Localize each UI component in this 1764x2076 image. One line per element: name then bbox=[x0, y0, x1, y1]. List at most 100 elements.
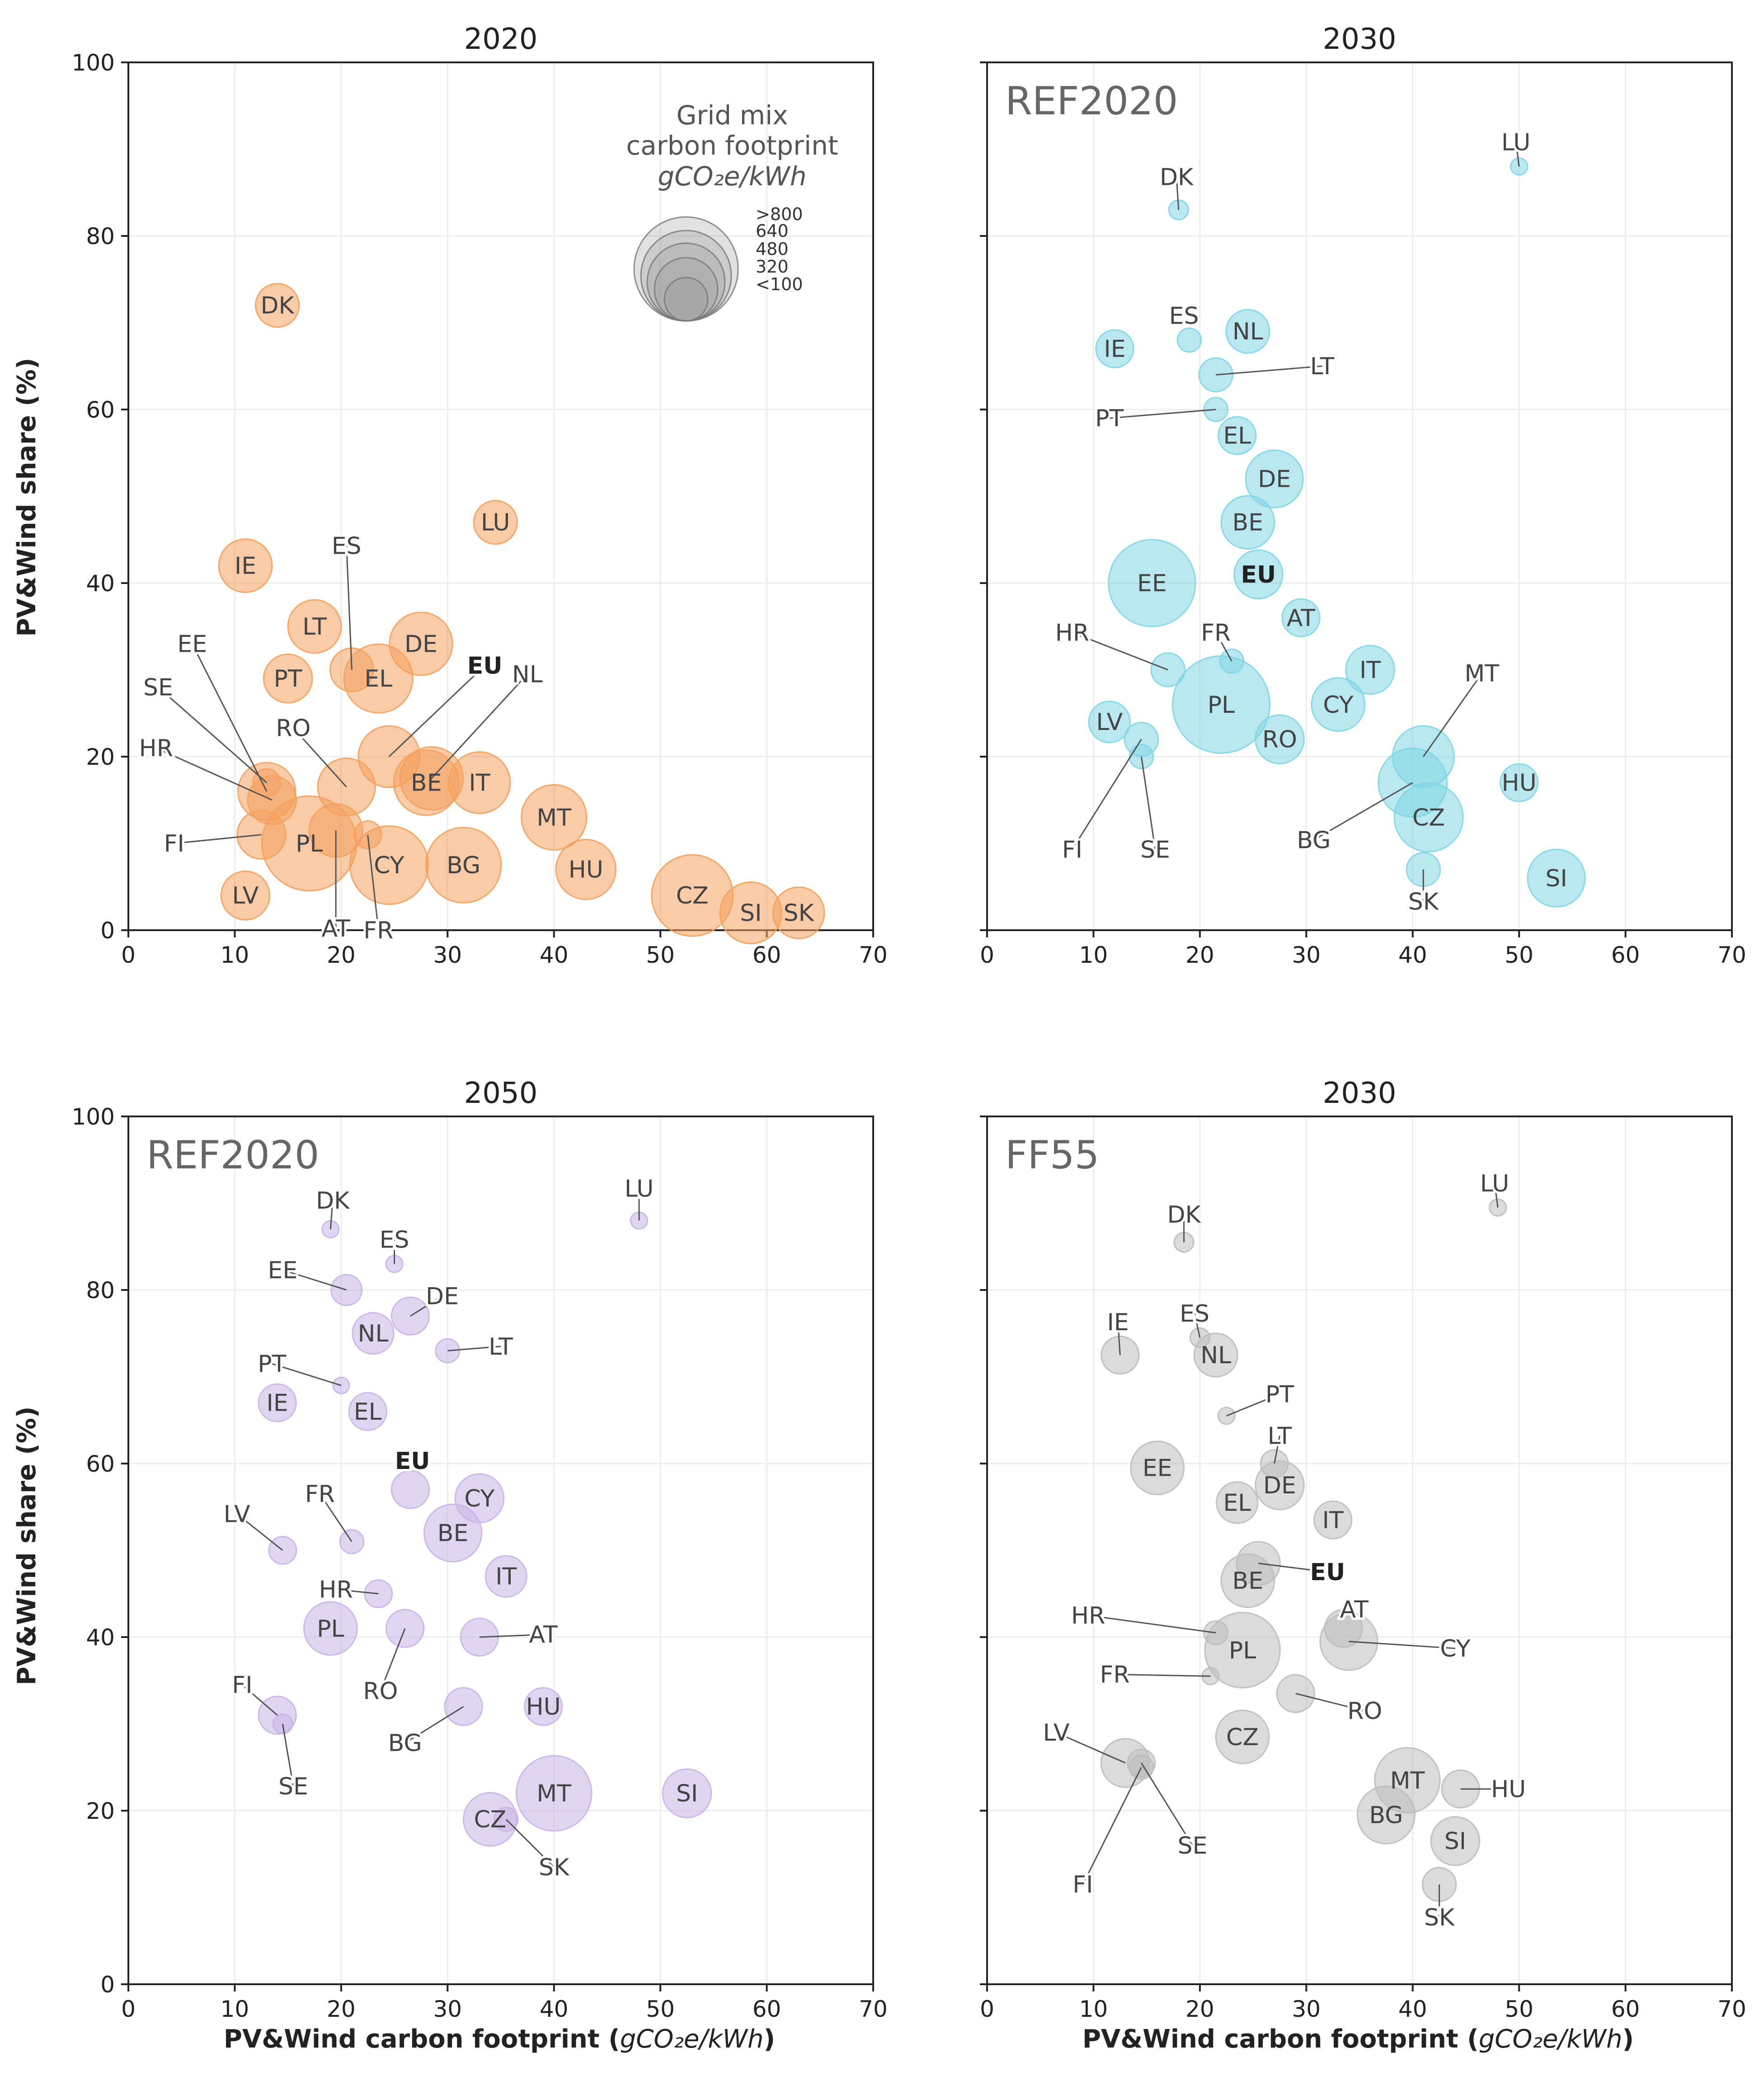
x-tick-label: 20 bbox=[327, 1996, 356, 2022]
x-axis-label-right-unit: gCO₂e/kWh bbox=[1479, 2024, 1623, 2054]
x-tick-label: 60 bbox=[753, 1996, 781, 2022]
labels: LU DK NL ES IE LT PT EL DE BE EU EE AT FR HR IT MT PL CY LV… bbox=[1053, 127, 1567, 918]
y-tick-label: 0 bbox=[100, 918, 115, 944]
point-label-ro: RO bbox=[1347, 1698, 1382, 1725]
point-label-mt: MT bbox=[536, 1780, 571, 1808]
point-label-de: DE bbox=[426, 1283, 459, 1310]
y-tick-label: 20 bbox=[86, 744, 115, 770]
point-label-se: SE bbox=[143, 674, 173, 701]
point-label-bg: BG bbox=[1297, 827, 1331, 854]
x-tick-label: 30 bbox=[1292, 1996, 1321, 2022]
point-label-el: EL bbox=[364, 665, 392, 692]
x-tick-label: 70 bbox=[1717, 942, 1746, 968]
point-label-nl: NL bbox=[1232, 318, 1263, 345]
point-label-es: ES bbox=[1169, 303, 1199, 330]
point-label-ie: IE bbox=[1104, 336, 1125, 363]
point-label-bg: BG bbox=[1369, 1802, 1403, 1829]
y-tick-label: 60 bbox=[86, 1451, 115, 1477]
point-label-it: IT bbox=[1322, 1507, 1344, 1534]
point-label-ee: EE bbox=[177, 631, 207, 658]
y-tick-label: 40 bbox=[86, 570, 115, 597]
point-label-si: SI bbox=[1444, 1828, 1466, 1855]
point-label-be: BE bbox=[437, 1520, 469, 1547]
leader-fi bbox=[1082, 1767, 1142, 1885]
point-label-lu: LU bbox=[625, 1175, 654, 1202]
point-label-fr: FR bbox=[1100, 1662, 1129, 1689]
x-tick-label: 60 bbox=[1611, 942, 1640, 968]
x-axis-label-right: PV&Wind carbon footprint (gCO₂e/kWh) bbox=[1082, 2024, 1634, 2054]
x-axis-label-right-b: ) bbox=[1623, 2024, 1634, 2054]
leader-fr bbox=[1215, 632, 1232, 662]
leader-eu bbox=[1258, 1563, 1328, 1573]
point-label-hr: HR bbox=[319, 1576, 353, 1603]
leader-es bbox=[346, 546, 353, 670]
y-tick-label: 0 bbox=[100, 1972, 115, 1998]
labels: LU DK ES IE NL PT LT EE DE EL IT EU BE AT HR CY PL FR RO CZ… bbox=[1041, 1168, 1529, 1934]
x-axis-label-left: PV&Wind carbon footprint (gCO₂e/kWh) bbox=[224, 2024, 775, 2054]
x-tick-label: 70 bbox=[1717, 1996, 1746, 2022]
leader-hr bbox=[1072, 632, 1168, 671]
point-label-si: SI bbox=[1545, 865, 1567, 892]
plot-frame bbox=[986, 1116, 1733, 1985]
leader-pt bbox=[1109, 409, 1216, 419]
bubble-ie bbox=[258, 1383, 297, 1422]
x-tick-label: 40 bbox=[1398, 1996, 1427, 2022]
x-axis-label-left-a: PV&Wind carbon footprint ( bbox=[224, 2024, 620, 2054]
bubble-nl bbox=[352, 1312, 395, 1355]
point-label-hu: HU bbox=[1502, 770, 1537, 797]
x-tick-label: 50 bbox=[1505, 1996, 1534, 2022]
leader-es bbox=[1194, 1313, 1201, 1338]
bubble-it bbox=[485, 1555, 527, 1598]
point-label-lt: LT bbox=[489, 1333, 513, 1360]
leader-ee bbox=[282, 1269, 347, 1291]
legend-item-2: 480 bbox=[756, 239, 789, 259]
point-label-bg: BG bbox=[447, 852, 480, 879]
legend-item-1: 640 bbox=[756, 221, 789, 241]
point-label-dk: DK bbox=[1167, 1201, 1201, 1229]
legend-title-line1: Grid mix bbox=[676, 100, 788, 131]
labels: LU DK ES EE DE NL LT PT IE EL EU CY FR BE LV IT HR PL RO AT… bbox=[221, 1173, 698, 1883]
size-legend: Grid mix carbon footprint gCO₂e/kWh >800… bbox=[626, 100, 838, 322]
leader-lv bbox=[1056, 1732, 1126, 1764]
bubble-ie bbox=[1095, 329, 1134, 368]
x-tick-label: 50 bbox=[646, 942, 675, 968]
leader-se bbox=[282, 1723, 294, 1787]
x-tick-label: 10 bbox=[221, 1996, 249, 2022]
x-tick-label: 50 bbox=[646, 1996, 675, 2022]
point-label-ro: RO bbox=[1262, 726, 1297, 753]
point-label-pl: PL bbox=[317, 1615, 344, 1643]
y-axis-label-bottom: PV&Wind share (%) bbox=[12, 1406, 42, 1685]
point-label-cy: CY bbox=[1323, 692, 1353, 719]
bubble-el bbox=[348, 1392, 387, 1431]
panel-title: 2030 bbox=[1323, 23, 1397, 56]
bubble-ie bbox=[218, 538, 273, 593]
legend-item-0: >800 bbox=[756, 204, 803, 224]
point-label-dk: DK bbox=[316, 1187, 350, 1215]
leader-hr bbox=[1088, 1615, 1216, 1633]
point-label-at: AT bbox=[1340, 1596, 1369, 1624]
x-tick-label: 10 bbox=[221, 942, 249, 968]
point-label-ee: EE bbox=[1143, 1455, 1172, 1482]
point-label-pt: PT bbox=[1095, 405, 1124, 432]
leader-fi bbox=[241, 1684, 278, 1716]
point-label-se: SE bbox=[1177, 1832, 1207, 1859]
point-label-be: BE bbox=[1232, 1568, 1264, 1595]
point-label-eu: EU bbox=[395, 1448, 430, 1475]
point-label-eu: EU bbox=[467, 652, 503, 679]
point-label-lu: LU bbox=[1501, 129, 1530, 156]
point-label-pt: PT bbox=[258, 1351, 286, 1378]
leader-ro bbox=[380, 1628, 406, 1691]
x-tick-label: 60 bbox=[753, 942, 781, 968]
leader-pt bbox=[1226, 1393, 1280, 1417]
point-label-lv: LV bbox=[224, 1501, 250, 1528]
point-label-el: EL bbox=[354, 1398, 382, 1426]
scenario-label: REF2020 bbox=[146, 1133, 319, 1178]
bubble-hu bbox=[1500, 763, 1539, 802]
leader-fr bbox=[367, 834, 379, 931]
x-tick-label: 60 bbox=[1611, 1996, 1640, 2022]
point-label-de: DE bbox=[1258, 466, 1291, 493]
scenario-label: FF55 bbox=[1005, 1133, 1099, 1178]
leader-dk bbox=[1176, 177, 1180, 210]
point-label-hu: HU bbox=[1491, 1776, 1526, 1803]
